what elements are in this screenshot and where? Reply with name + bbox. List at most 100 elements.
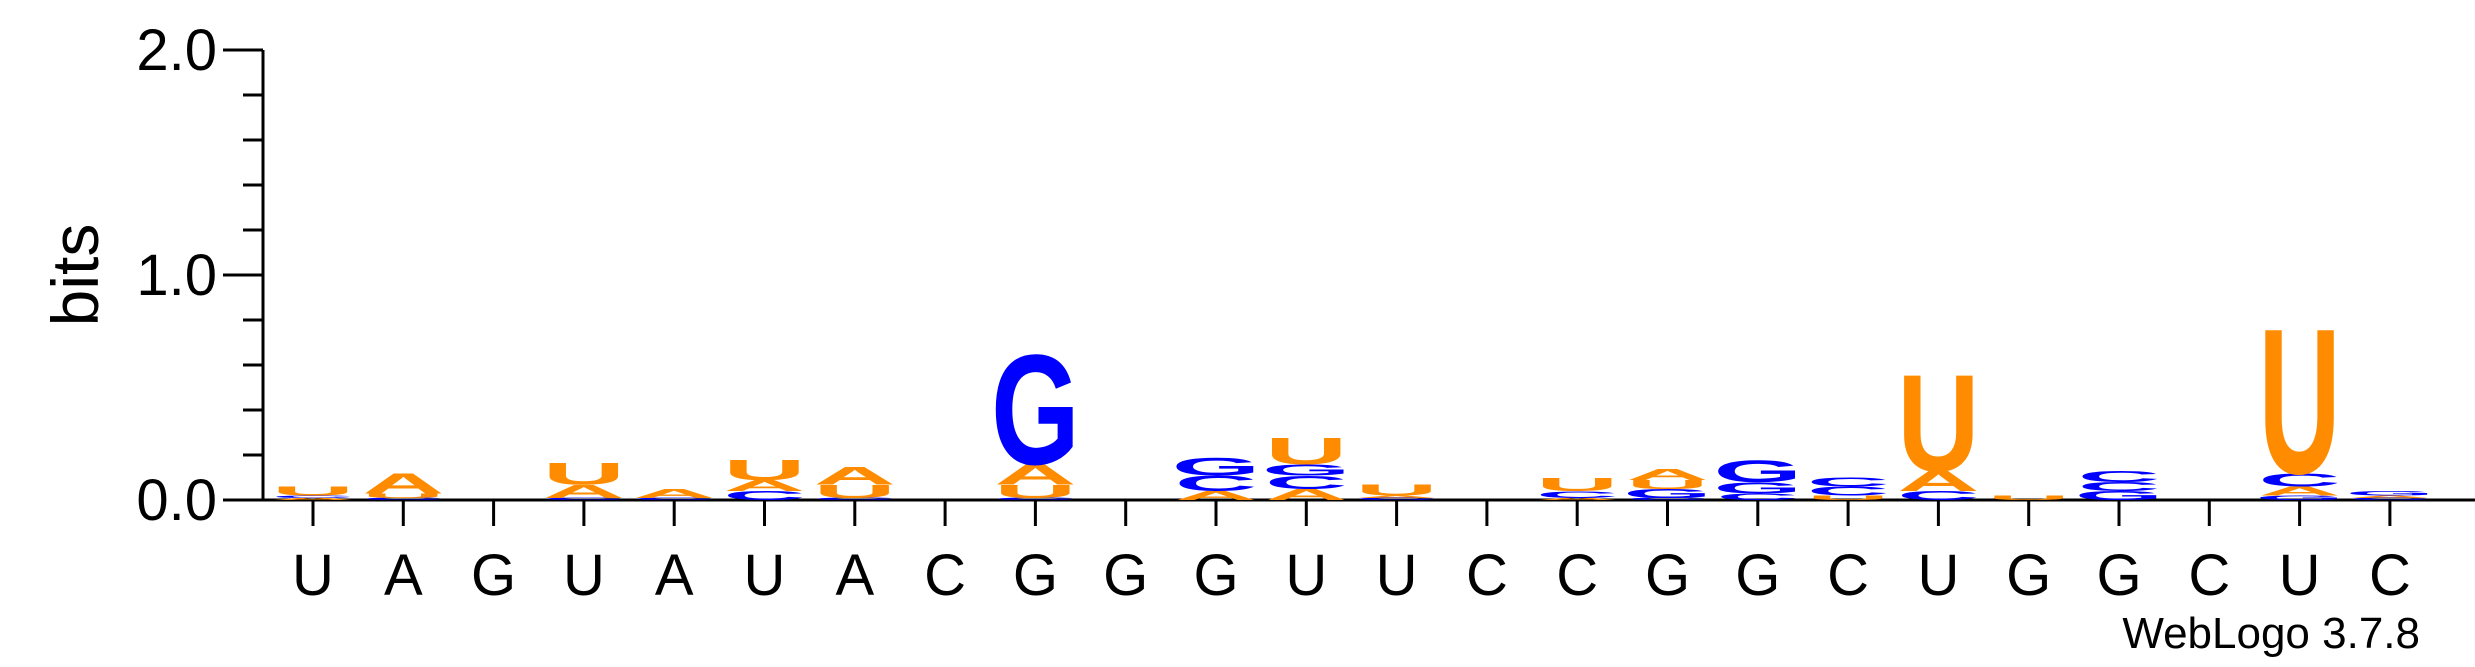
svg-text:G: G bbox=[991, 323, 1080, 498]
logo-letter-A: A bbox=[2258, 484, 2340, 498]
svg-text:A: A bbox=[1355, 495, 1437, 499]
svg-text:G: G bbox=[2255, 494, 2344, 501]
svg-text:U: U bbox=[1807, 494, 1889, 501]
svg-text:A: A bbox=[633, 487, 715, 501]
logo-letter-U: U bbox=[1626, 478, 1708, 492]
logo-letter-U: U bbox=[272, 484, 354, 498]
logo-letter-G: G bbox=[1262, 461, 1351, 479]
svg-text:C: C bbox=[1807, 484, 1889, 498]
svg-text:A: A bbox=[1175, 489, 1257, 503]
logo-letter-A: A bbox=[814, 462, 896, 490]
logo-letter-U: U bbox=[723, 454, 805, 486]
svg-text:U: U bbox=[543, 456, 625, 491]
svg-text:U: U bbox=[2258, 287, 2340, 518]
logo-letter-C: C bbox=[1265, 472, 1347, 493]
logo-letter-C: C bbox=[1536, 489, 1618, 499]
svg-text:C: C bbox=[1265, 472, 1347, 493]
logo-letter-U: U bbox=[994, 481, 1076, 502]
svg-text:C: C bbox=[1536, 489, 1618, 499]
y-tick-label: 1.0 bbox=[136, 243, 217, 308]
logo-letter-C: C bbox=[2078, 468, 2160, 486]
svg-text:A: A bbox=[1265, 486, 1347, 504]
svg-text:G: G bbox=[1172, 453, 1261, 481]
position-label: G bbox=[1645, 543, 1690, 608]
logo-letter-G: G bbox=[1714, 453, 1803, 488]
svg-text:U: U bbox=[1988, 494, 2070, 501]
logo-letter-U: U bbox=[1988, 494, 2070, 501]
logo-letter-C: C bbox=[1807, 484, 1889, 498]
svg-text:C: C bbox=[1807, 475, 1889, 489]
logo-letter-C: C bbox=[543, 497, 625, 501]
logo-letter-A: A bbox=[723, 477, 805, 495]
logo-letter-A: A bbox=[633, 487, 715, 501]
svg-text:C: C bbox=[1626, 497, 1708, 501]
position-label: C bbox=[2188, 543, 2230, 608]
logo-letter-A: A bbox=[1265, 486, 1347, 504]
logo-letter-C: C bbox=[814, 497, 896, 501]
svg-text:A: A bbox=[1536, 497, 1618, 501]
logo-letter-G: G bbox=[1623, 487, 1712, 501]
svg-text:G: G bbox=[2075, 489, 2164, 503]
svg-text:C: C bbox=[633, 497, 715, 501]
svg-text:A: A bbox=[2349, 495, 2431, 499]
y-tick-label: 0.0 bbox=[136, 468, 217, 533]
svg-text:C: C bbox=[814, 497, 896, 501]
position-label: U bbox=[744, 543, 786, 608]
logo-letter-G: G bbox=[991, 323, 1080, 498]
position-label: C bbox=[1466, 543, 1508, 608]
logo-letter-C: C bbox=[1626, 497, 1708, 501]
position-label: G bbox=[2096, 543, 2141, 608]
position-label: G bbox=[1193, 543, 1238, 608]
svg-text:A: A bbox=[2258, 484, 2340, 498]
svg-text:A: A bbox=[814, 462, 896, 490]
logo-letter-C: C bbox=[1717, 492, 1799, 502]
position-label: U bbox=[1917, 543, 1959, 608]
logo-letter-C: C bbox=[1175, 471, 1257, 495]
svg-text:U: U bbox=[994, 481, 1076, 502]
svg-text:A: A bbox=[272, 497, 354, 501]
svg-text:C: C bbox=[1897, 489, 1979, 503]
logo-letter-U: U bbox=[1536, 474, 1618, 495]
svg-text:A: A bbox=[994, 459, 1076, 491]
svg-text:G: G bbox=[1623, 487, 1712, 501]
logo-letter-C: C bbox=[723, 489, 805, 503]
svg-text:C: C bbox=[272, 495, 354, 499]
svg-text:C: C bbox=[1355, 497, 1437, 501]
logo-letter-C: C bbox=[2349, 497, 2431, 501]
logo-letter-A: A bbox=[1626, 466, 1708, 484]
svg-text:C: C bbox=[543, 497, 625, 501]
logo-letter-G: G bbox=[1172, 453, 1261, 481]
logo-letter-G: G bbox=[1714, 479, 1803, 497]
svg-text:A: A bbox=[723, 477, 805, 495]
position-label: C bbox=[924, 543, 966, 608]
position-label: C bbox=[2369, 543, 2411, 608]
logo-letter-U: U bbox=[1807, 494, 1889, 501]
logo-letter-G: G bbox=[2255, 494, 2344, 501]
logo-letter-C: C bbox=[1807, 475, 1889, 489]
logo-letter-A: A bbox=[1355, 495, 1437, 499]
svg-text:U: U bbox=[362, 492, 444, 499]
logo-letter-U: U bbox=[1355, 481, 1437, 499]
weblogo-credit: WebLogo 3.7.8 bbox=[2122, 609, 2420, 658]
logo-letter-A: A bbox=[1536, 497, 1618, 501]
position-label: U bbox=[563, 543, 605, 608]
svg-text:C: C bbox=[1717, 492, 1799, 502]
logo-letter-C: C bbox=[2258, 470, 2340, 491]
svg-text:C: C bbox=[2349, 497, 2431, 501]
logo-letter-U: U bbox=[1897, 345, 1979, 500]
svg-text:U: U bbox=[272, 484, 354, 498]
position-label: G bbox=[2006, 543, 2051, 608]
svg-text:C: C bbox=[362, 497, 444, 501]
svg-text:A: A bbox=[1897, 465, 1979, 497]
svg-text:U: U bbox=[723, 454, 805, 486]
logo-letter-A: A bbox=[994, 459, 1076, 491]
logo-letter-C: C bbox=[2078, 480, 2160, 494]
logo-letter-A: A bbox=[1897, 465, 1979, 497]
y-tick-layer: 0.0 1.0 2.0 bbox=[136, 18, 263, 533]
y-axis-label: bits bbox=[38, 224, 112, 327]
logo-letter-A: A bbox=[272, 497, 354, 501]
logo-letter-U: U bbox=[543, 456, 625, 491]
